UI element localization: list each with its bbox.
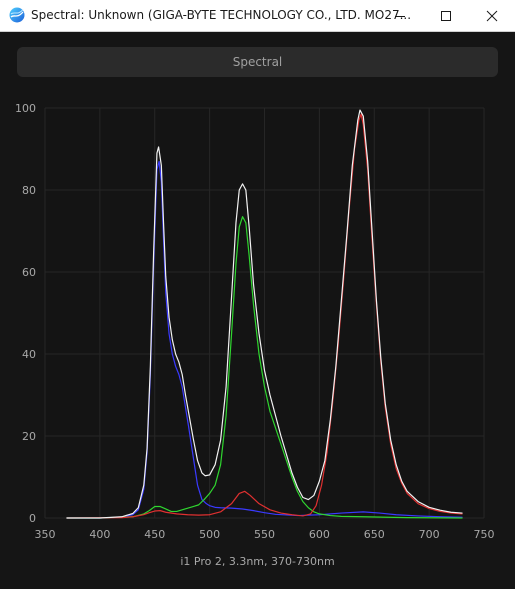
window-title: Spectral: Unknown (GIGA-BYTE TECHNOLOGY … bbox=[31, 8, 412, 22]
spectrum-series-line-2 bbox=[66, 216, 463, 519]
title-bar: Spectral: Unknown (GIGA-BYTE TECHNOLOGY … bbox=[0, 0, 515, 32]
y-tick-label: 0 bbox=[29, 512, 36, 525]
spectrum-series-line-4 bbox=[66, 109, 463, 519]
x-tick-label: 400 bbox=[89, 528, 110, 541]
close-icon bbox=[486, 10, 498, 21]
x-tick-label: 350 bbox=[35, 528, 56, 541]
x-tick-label: 750 bbox=[474, 528, 495, 541]
maximize-button[interactable] bbox=[423, 0, 469, 31]
x-tick-label: 650 bbox=[364, 528, 385, 541]
x-tick-label: 600 bbox=[309, 528, 330, 541]
close-button[interactable] bbox=[469, 0, 515, 31]
x-tick-label: 700 bbox=[419, 528, 440, 541]
y-tick-label: 100 bbox=[15, 102, 36, 115]
y-tick-label: 60 bbox=[22, 266, 36, 279]
spectrum-series-line-3 bbox=[66, 113, 463, 519]
spectral-chart: 350 400 450 500 550 600 650 700 750 0 20 40 60 80 100 bbox=[15, 102, 495, 541]
y-tick-label: 80 bbox=[22, 184, 36, 197]
device-caption: i1 Pro 2, 3.3nm, 370-730nm bbox=[180, 555, 335, 568]
x-tick-label: 500 bbox=[199, 528, 220, 541]
spectral-app-icon bbox=[9, 7, 25, 23]
minimize-icon bbox=[395, 15, 405, 17]
x-tick-label: 550 bbox=[254, 528, 275, 541]
y-tick-label: 40 bbox=[22, 348, 36, 361]
maximize-icon bbox=[441, 10, 451, 21]
minimize-button[interactable] bbox=[377, 0, 423, 31]
main-content: Spectral 350 400 450 500 550 600 650 700 750 0 20 4… bbox=[0, 32, 515, 589]
x-tick-label: 450 bbox=[144, 528, 165, 541]
spectral-button[interactable]: Spectral bbox=[17, 47, 498, 77]
y-tick-label: 20 bbox=[22, 430, 36, 443]
